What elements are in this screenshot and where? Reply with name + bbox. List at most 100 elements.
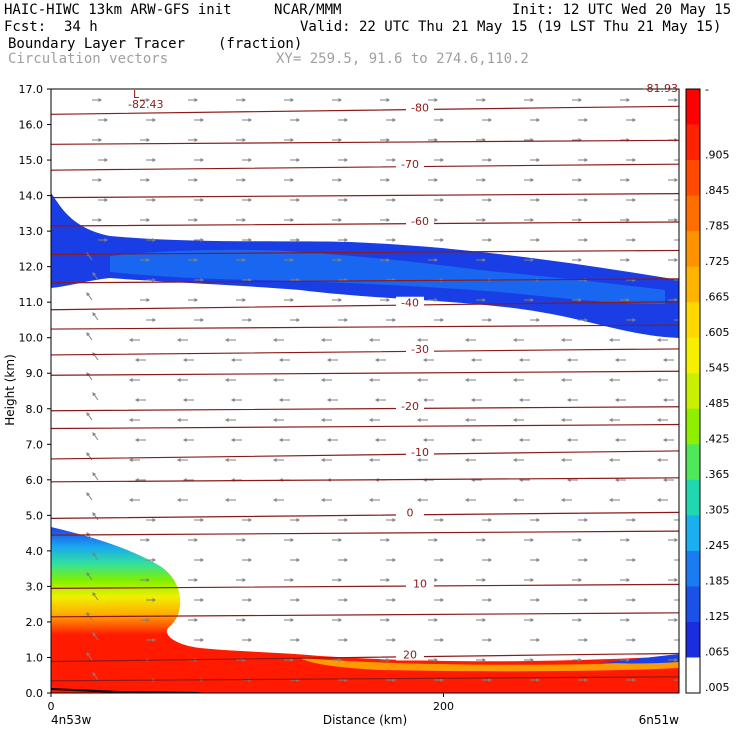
- forecast-hours: 34 h: [64, 19, 98, 35]
- wind-vector-head: [176, 498, 181, 502]
- wind-vector: [92, 312, 99, 321]
- wind-vector-head: [584, 198, 589, 202]
- wind-vector-head: [674, 618, 679, 622]
- wind-vector-head: [290, 578, 295, 582]
- wind-vector-head: [584, 118, 589, 122]
- colorbar-label: .245: [705, 539, 730, 552]
- wind-vector-head: [536, 198, 541, 202]
- vector-label: Circulation vectors: [8, 51, 169, 67]
- wind-vector-head: [632, 238, 637, 242]
- wind-vector-head: [512, 458, 517, 462]
- wind-vector-head: [86, 292, 90, 297]
- wind-vector-head: [320, 338, 325, 342]
- wind-vector-head: [146, 178, 151, 182]
- wind-vector-head: [614, 478, 619, 482]
- wind-vector-head: [152, 518, 157, 522]
- wind-vector-head: [92, 472, 96, 477]
- wind-vector: [92, 472, 99, 481]
- wind-vector-head: [422, 438, 427, 442]
- wind-vector-head: [518, 358, 523, 362]
- wind-vector: [86, 532, 93, 541]
- wind-vector-head: [248, 598, 253, 602]
- wind-vector-head: [368, 418, 373, 422]
- wind-vector-head: [530, 98, 535, 102]
- wind-vector-head: [338, 138, 343, 142]
- colorbar-swatch: [686, 373, 700, 410]
- wind-vector-head: [98, 178, 103, 182]
- wind-vector-head: [680, 199, 683, 202]
- wind-vector-head: [680, 319, 683, 322]
- wind-vector: [92, 392, 99, 401]
- wind-vector-head: [296, 598, 301, 602]
- wind-vector-head: [290, 618, 295, 622]
- wind-vector-head: [626, 578, 631, 582]
- wind-vector-head: [608, 498, 613, 502]
- wind-vector-head: [92, 392, 96, 397]
- colorbar-swatch: [686, 550, 700, 587]
- wind-vector-head: [230, 438, 235, 442]
- wind-vector-head: [104, 118, 109, 122]
- wind-vector-head: [566, 438, 571, 442]
- wind-vector-head: [632, 318, 637, 322]
- wind-vector-head: [614, 438, 619, 442]
- wind-vector-head: [440, 598, 445, 602]
- wind-vector-head: [674, 218, 679, 222]
- x-left-endpoint: 4n53w: [51, 713, 92, 727]
- temperature-contour: [51, 221, 679, 227]
- wind-vector-head: [200, 238, 205, 242]
- colorbar-label: .005: [705, 681, 730, 694]
- wind-vector-head: [674, 578, 679, 582]
- wind-vector-head: [440, 238, 445, 242]
- wind-vector-head: [326, 438, 331, 442]
- wind-vector-head: [146, 298, 151, 302]
- wind-vector-head: [530, 258, 535, 262]
- wind-vector-head: [86, 612, 90, 617]
- model-title: HAIC-HIWC 13km ARW-GFS init: [4, 2, 232, 18]
- wind-vector: [86, 372, 93, 381]
- temperature-contour: [51, 477, 679, 483]
- colorbar-swatch: [686, 515, 700, 552]
- wind-vector-head: [632, 678, 637, 682]
- wind-vector-head: [92, 672, 96, 677]
- wind-vector-head: [470, 358, 475, 362]
- wind-vector-head: [656, 338, 661, 342]
- wind-vector-head: [368, 498, 373, 502]
- wind-vector-head: [248, 238, 253, 242]
- wind-vector-head: [578, 258, 583, 262]
- wind-vector-head: [386, 538, 391, 542]
- y-tick-label: 3.0: [26, 580, 44, 593]
- wind-vector-head: [656, 458, 661, 462]
- wind-vector-head: [290, 178, 295, 182]
- wind-vector-head: [98, 98, 103, 102]
- temperature-contour: [51, 249, 679, 256]
- wind-vector-head: [488, 118, 493, 122]
- wind-vector-head: [440, 318, 445, 322]
- wind-vector-head: [146, 258, 151, 262]
- wind-vector-head: [134, 398, 139, 402]
- wind-vector-head: [320, 418, 325, 422]
- colorbar: - .905 .845 .785 .725 .665 .605 .545 .485 .425 .36…: [685, 83, 730, 694]
- wind-vector-head: [242, 138, 247, 142]
- wind-vector-head: [434, 178, 439, 182]
- wind-vector-head: [680, 159, 683, 162]
- wind-vector-head: [434, 618, 439, 622]
- wind-vector-head: [584, 318, 589, 322]
- wind-vector-head: [146, 538, 151, 542]
- wind-vector-head: [128, 378, 133, 382]
- wind-vector-head: [578, 178, 583, 182]
- wind-vector-head: [392, 118, 397, 122]
- colorbar-label: .845: [705, 184, 730, 197]
- wind-vector-head: [680, 239, 683, 242]
- temperature-contour: [51, 676, 679, 682]
- wind-vector-head: [656, 418, 661, 422]
- wind-vector: [92, 272, 99, 281]
- wind-vector-head: [440, 558, 445, 562]
- x-axis-label: Distance (km): [323, 713, 407, 727]
- colorbar-swatch: [686, 231, 700, 268]
- wind-vector-head: [86, 652, 90, 657]
- wind-vector: [86, 572, 93, 581]
- contour-label-bg: [396, 506, 424, 519]
- wind-vector-head: [434, 298, 439, 302]
- y-tick-label: 2.0: [26, 616, 44, 629]
- wind-vector-head: [194, 618, 199, 622]
